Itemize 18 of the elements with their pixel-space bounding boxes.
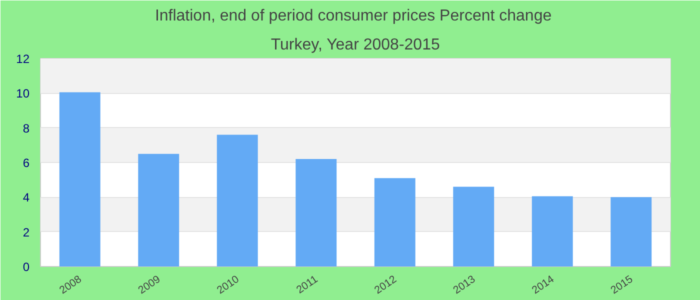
y-tick-label: 6 xyxy=(22,156,30,170)
chart-subtitle: Turkey, Year 2008-2015 xyxy=(270,36,440,54)
chart-title: Inflation, end of period consumer prices Percent change xyxy=(154,8,552,24)
bar xyxy=(216,134,258,266)
y-tick-label: 2 xyxy=(22,225,30,240)
bar xyxy=(374,178,416,266)
bar xyxy=(610,197,652,266)
bar xyxy=(532,196,573,266)
y-tick-label: 0 xyxy=(22,260,30,274)
x-tick-label: 2011 xyxy=(294,273,320,296)
y-tick-label: 12 xyxy=(16,52,30,66)
y-tick-label: 8 xyxy=(22,121,30,136)
y-tick-label: 4 xyxy=(22,190,30,205)
bar xyxy=(138,154,180,266)
bar xyxy=(296,159,337,266)
bar xyxy=(453,186,494,266)
y-tick-label: 10 xyxy=(16,86,30,101)
bar xyxy=(59,92,100,266)
